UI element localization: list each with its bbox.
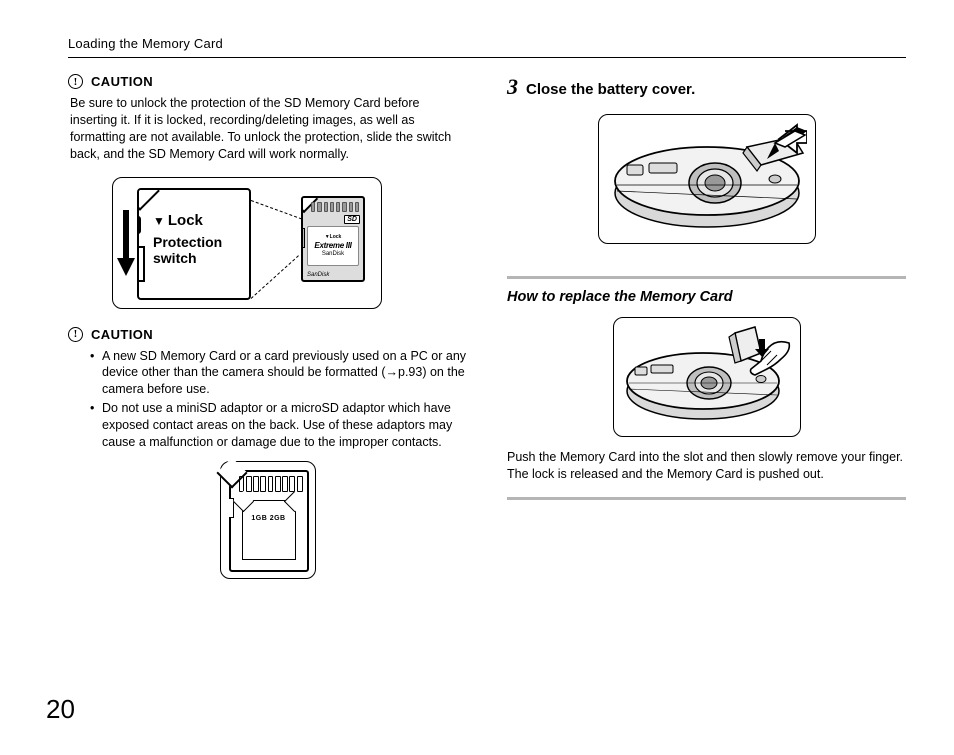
caution-2-label: CAUTION — [91, 327, 153, 342]
camera-close-cover-figure — [598, 114, 816, 244]
replace-memory-card-heading: How to replace the Memory Card — [507, 289, 906, 305]
camera-illustration-icon — [621, 325, 793, 429]
caution-2-bullet-1: A new SD Memory Card or a card previousl… — [90, 348, 467, 399]
caution-2-bullet-2: Do not use a miniSD adaptor or a microSD… — [90, 400, 467, 451]
left-column: ! CAUTION Be sure to unlock the protecti… — [68, 74, 467, 579]
replace-card-body: Push the Memory Card into the slot and t… — [507, 449, 906, 483]
minisd-inner-label: 1GB 2GB — [243, 515, 295, 522]
camera-replace-card-figure — [613, 317, 801, 437]
sd-small-brand: Extreme III — [314, 241, 351, 250]
step-title: Close the battery cover. — [526, 81, 695, 98]
sd-lock-text: Lock — [153, 212, 203, 229]
caution-2-bullets: A new SD Memory Card or a card previousl… — [90, 348, 467, 451]
caution-1-body: Be sure to unlock the protection of the … — [70, 95, 467, 163]
xref-arrow-icon: → — [386, 365, 399, 379]
sd-small-locklabel: ▼Lock — [325, 234, 342, 240]
right-column: 3 Close the battery cover. — [507, 74, 906, 579]
sd-lock-figure: Lock Protection switch SD ▼Lock Extreme … — [112, 177, 382, 309]
step-number: 3 — [507, 74, 518, 100]
sd-lock-caption: Protection switch — [153, 234, 222, 266]
caution-icon: ! — [68, 74, 83, 89]
minisd-adapter-figure: 1GB 2GB — [220, 461, 316, 579]
caution-1-heading: ! CAUTION — [68, 74, 467, 89]
sd-logo: SD — [344, 215, 360, 224]
step-3-heading: 3 Close the battery cover. — [507, 74, 906, 100]
sd-card-small: SD ▼Lock Extreme III SanDisk SanDisk — [301, 196, 365, 282]
section-rule-top — [507, 276, 906, 279]
header-rule — [68, 57, 906, 58]
caution-2-heading: ! CAUTION — [68, 327, 467, 342]
sd-small-footer: SanDisk — [307, 272, 329, 278]
section-rule-bottom — [507, 497, 906, 500]
camera-illustration-icon — [607, 123, 807, 235]
page-header: Loading the Memory Card — [68, 36, 906, 51]
caution-1-label: CAUTION — [91, 74, 153, 89]
arrow-down-icon — [117, 210, 135, 278]
content-columns: ! CAUTION Be sure to unlock the protecti… — [68, 74, 906, 579]
caution-icon: ! — [68, 327, 83, 342]
sd-small-sub: SanDisk — [322, 251, 344, 257]
page-number: 20 — [46, 694, 75, 725]
